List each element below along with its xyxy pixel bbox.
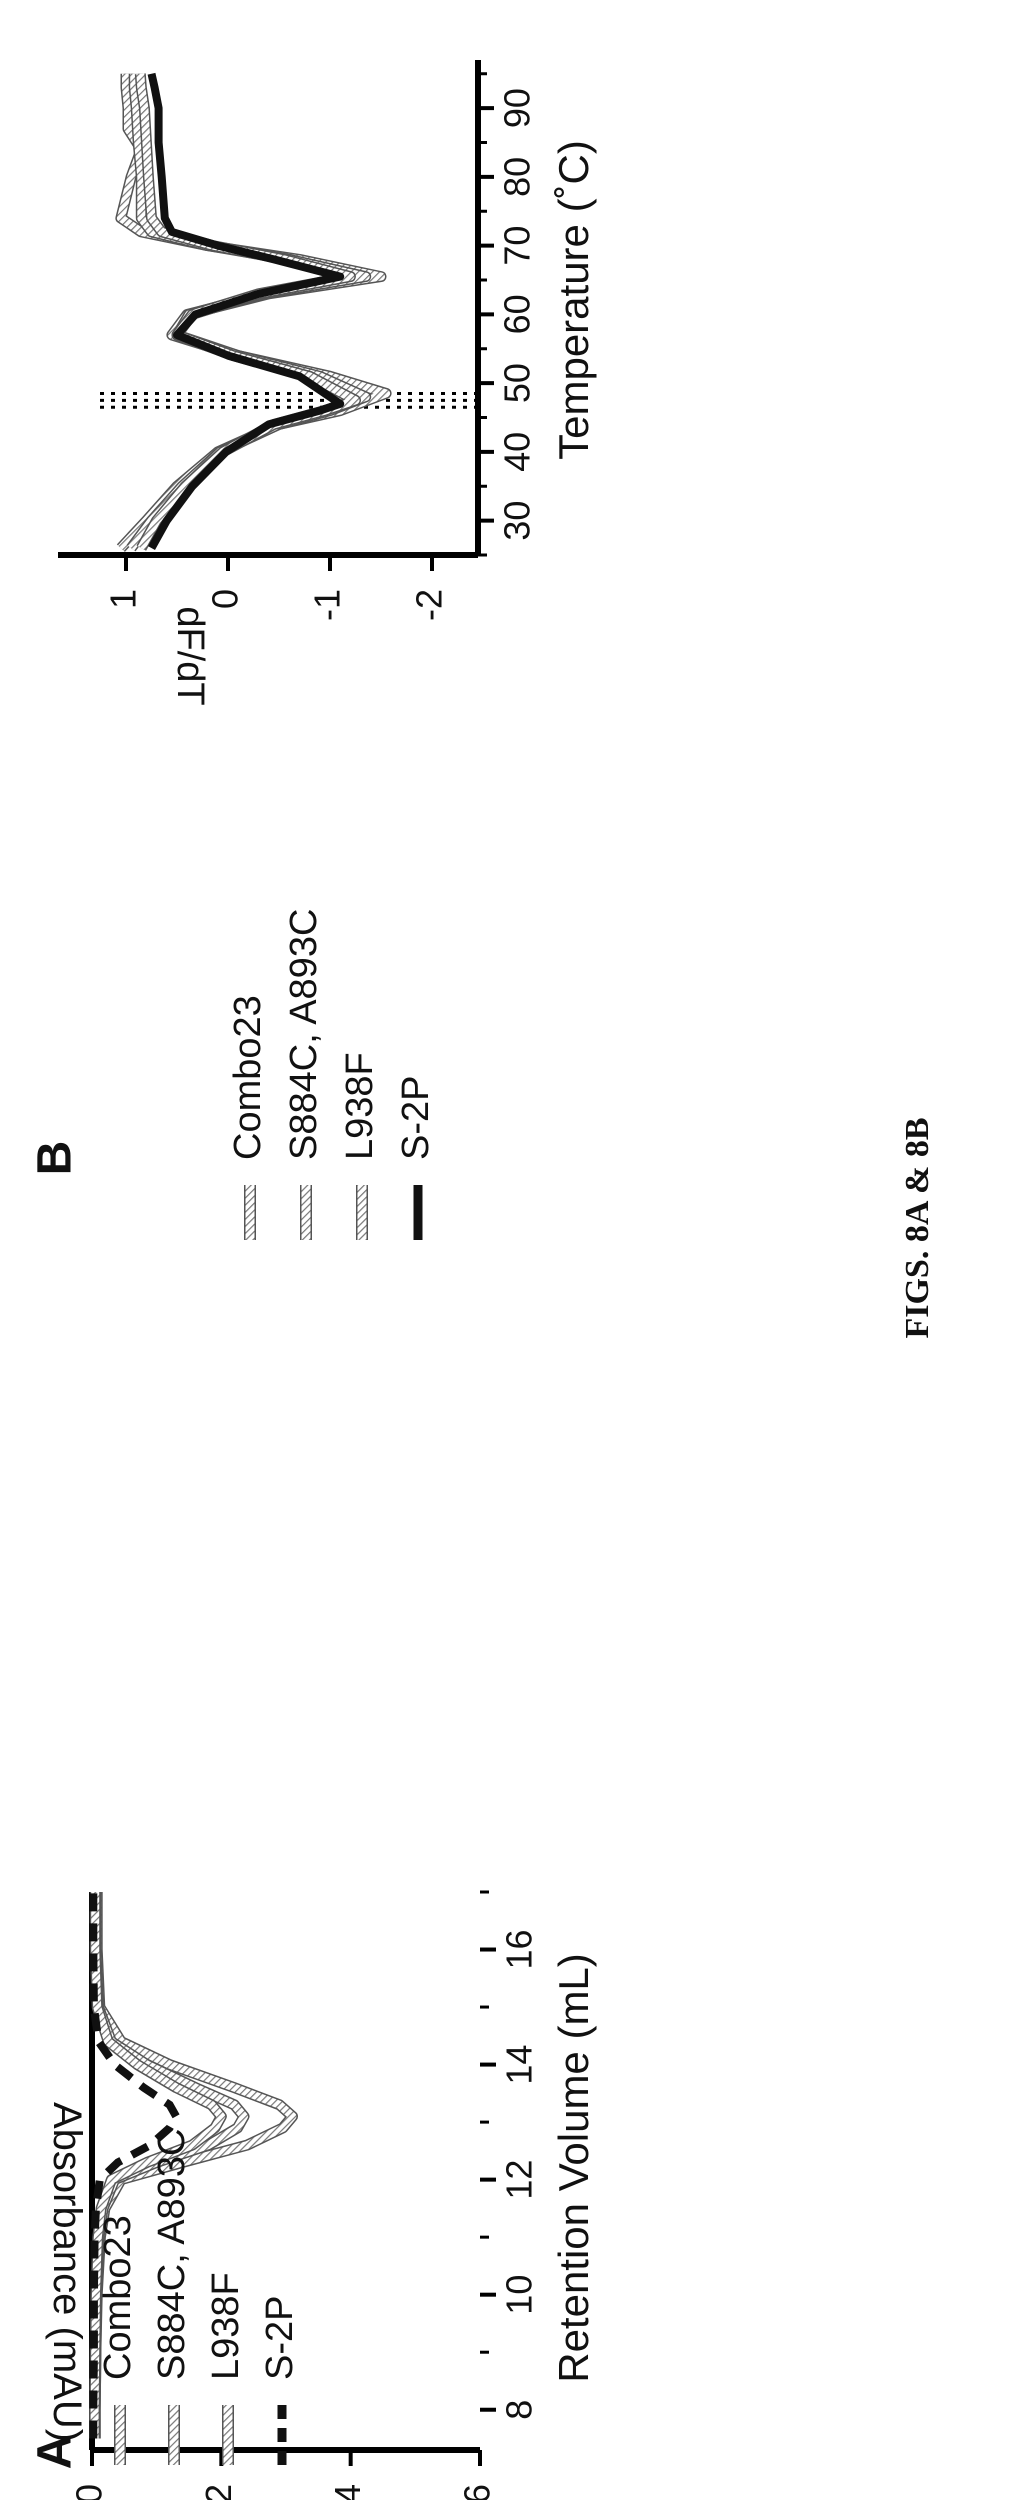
chart-panel-a: A 8 10 12 14 16 0 2 4 6 Combo23 S884C, A893C L938… xyxy=(29,1890,597,2500)
legend-l938f-label: L938F xyxy=(205,2272,247,2380)
series-l938f xyxy=(136,73,360,551)
legend-s-2p-label: S-2P xyxy=(259,2296,301,2380)
legend-combo23-label: Combo23 xyxy=(227,995,269,1160)
x-tick-label: 10 xyxy=(499,2275,540,2315)
x-tick-label: 60 xyxy=(497,294,538,334)
chart-panel-b: B 30 40 50 60 70 80 90 -2 -1 0 1 Combo23 S884C, A8… xyxy=(29,60,597,1240)
x-tick-label: 14 xyxy=(499,2045,540,2085)
series-s884c-a893c xyxy=(127,73,370,551)
y-tick-label: 1 xyxy=(103,589,144,609)
panel-b-y-axis-label: dF/dT xyxy=(169,606,211,705)
panel-a-letter: A xyxy=(29,2435,82,2470)
legend-s884c-a893c-label: S884C, A893C xyxy=(151,2129,193,2380)
x-tick-label: 90 xyxy=(497,88,538,128)
series-l938f-outline xyxy=(134,73,361,551)
figure-caption: FIGS. 8A & 8B xyxy=(899,1117,936,1338)
x-tick-label: 30 xyxy=(497,501,538,541)
y-tick-label: 4 xyxy=(327,2484,368,2500)
y-tick-label: 0 xyxy=(205,589,246,609)
x-tick-label: 70 xyxy=(497,226,538,266)
y-tick-label: -1 xyxy=(307,589,348,621)
legend-l938f-label: L938F xyxy=(339,1052,381,1160)
x-tick-label: 50 xyxy=(497,363,538,403)
panel-a-x-axis-label: Retention Volume (mL) xyxy=(550,1953,597,2383)
y-tick-label: -2 xyxy=(409,589,450,621)
x-tick-label: 40 xyxy=(497,432,538,472)
legend-s884c-a893c-label: S884C, A893C xyxy=(283,909,325,1160)
series-s884c-a893c-outline xyxy=(126,73,372,552)
x-tick-label: 16 xyxy=(499,1930,540,1970)
panel-b-letter: B xyxy=(29,1141,82,1176)
panel-a-y-axis-label: Absorbance (mAU) xyxy=(45,2102,89,2442)
legend-combo23-label: Combo23 xyxy=(97,2215,139,2380)
x-tick-label: 12 xyxy=(499,2160,540,2200)
y-tick-label: 0 xyxy=(69,2484,110,2500)
x-tick-label: 80 xyxy=(497,157,538,197)
x-tick-label: 8 xyxy=(499,2400,540,2420)
panel-b-x-axis-label: Temperature (˚C) xyxy=(550,140,597,460)
legend-s-2p-label: S-2P xyxy=(395,1076,437,1160)
y-tick-label: 6 xyxy=(457,2484,498,2500)
series-s-2p xyxy=(147,72,345,551)
y-tick-label: 2 xyxy=(198,2484,239,2500)
series-s-2p xyxy=(89,1892,181,2439)
